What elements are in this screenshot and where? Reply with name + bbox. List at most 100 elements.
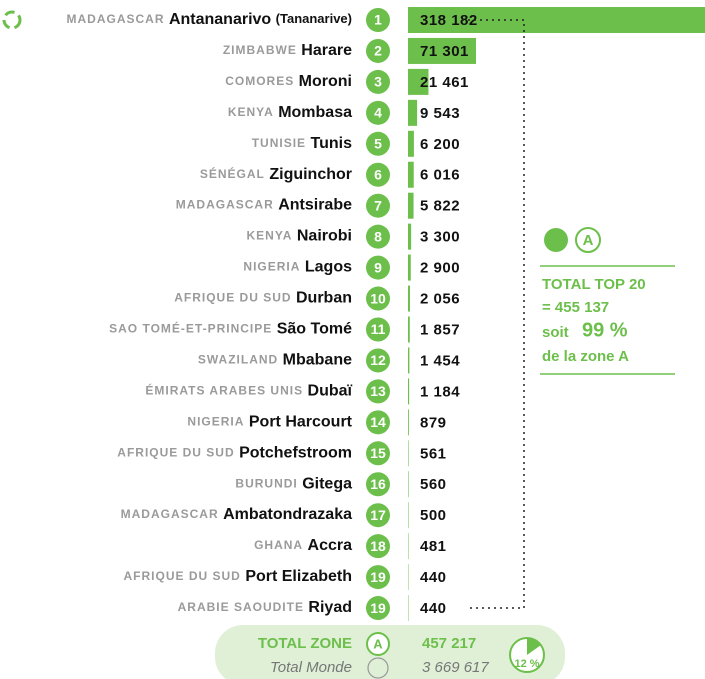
sidebar-line: TOTAL TOP 20: [542, 276, 646, 293]
city: Mbabane: [283, 352, 352, 369]
bar: [408, 192, 414, 219]
country: SAO TOMÉ-ET-PRINCIPE: [109, 321, 272, 336]
rank-badge: [366, 534, 390, 559]
share-slice: [527, 637, 541, 655]
city: Nairobi: [297, 228, 352, 245]
value-label: 561: [420, 445, 447, 462]
rank-badge: [366, 69, 390, 94]
footer-pill: [215, 625, 565, 679]
rank-badge: [366, 255, 390, 280]
rank-badge: [366, 286, 390, 311]
value-label: 481: [420, 538, 447, 555]
country: AFRIQUE DU SUD: [174, 291, 291, 305]
share-label: 12 %: [514, 658, 539, 670]
row-label: GHANA Accra: [254, 537, 352, 554]
rank-badge: [366, 503, 390, 528]
row-label: SWAZILAND Mbabane: [198, 352, 352, 369]
bar: [408, 223, 412, 250]
zone-badge: [575, 227, 601, 253]
row-label: ZIMBABWE Harare: [223, 42, 352, 59]
rank: 1: [374, 12, 382, 28]
value-label: 440: [420, 569, 447, 586]
rank: 15: [370, 445, 386, 461]
country: NIGERIA: [243, 260, 300, 274]
rank: 13: [370, 383, 386, 399]
zone-badge: [366, 632, 390, 656]
bar: [408, 347, 410, 374]
city: Antsirabe: [278, 197, 352, 214]
zone-letter: A: [583, 232, 594, 249]
bar: [408, 409, 409, 436]
bar: [408, 254, 411, 281]
rank-badge: [366, 38, 390, 63]
bar: [408, 161, 414, 188]
rank-badge: [366, 100, 390, 125]
bar: [408, 378, 410, 405]
row-label: MADAGASCAR Ambatondrazaka: [121, 506, 352, 523]
row-label: AFRIQUE DU SUD Durban: [174, 290, 352, 307]
value-label: 9 543: [420, 105, 460, 122]
country: NIGERIA: [187, 415, 244, 429]
rank-badge: [366, 441, 390, 466]
rank: 18: [370, 538, 386, 554]
rank: 9: [374, 259, 382, 275]
rank: 8: [374, 228, 382, 244]
country: KENYA: [247, 229, 293, 243]
value-label: 5 822: [420, 198, 460, 215]
bar: [408, 7, 705, 33]
city: Potchefstroom: [239, 445, 352, 462]
rank: 16: [370, 476, 386, 492]
rank: 2: [374, 43, 382, 59]
rows: MADAGASCAR Antananarivo (Tananarive) 1 318…: [2, 7, 705, 622]
value-label: 21 461: [420, 74, 469, 91]
row-label: SAO TOMÉ-ET-PRINCIPE São Tomé: [109, 321, 352, 338]
city: Durban: [296, 290, 352, 307]
city: Port Elizabeth: [245, 568, 352, 585]
country: ZIMBABWE: [223, 43, 297, 57]
row-label: MADAGASCAR Antananarivo (Tananarive): [67, 11, 353, 28]
row-label: AFRIQUE DU SUD Port Elizabeth: [124, 568, 352, 585]
row-label: ÉMIRATS ARABES UNIS Dubaï: [145, 383, 352, 400]
row-label: TUNISIE Tunis: [252, 135, 352, 152]
rank-badge: [366, 162, 390, 187]
rank: 3: [374, 74, 382, 90]
world-label: Total Monde: [270, 659, 352, 676]
city: Riyad: [308, 599, 352, 616]
city: Dubaï: [308, 383, 353, 400]
value-label: 1 454: [420, 352, 460, 369]
world-value: 3 669 617: [422, 659, 489, 676]
country: SWAZILAND: [198, 353, 278, 367]
row-label: MADAGASCAR Antsirabe: [176, 197, 352, 214]
country: AFRIQUE DU SUD: [124, 569, 241, 583]
row-label: KENYA Mombasa: [228, 104, 352, 121]
value-label: 6 016: [420, 167, 460, 184]
laurel-icon: [2, 10, 22, 30]
rank: 12: [370, 352, 386, 368]
country: SÉNÉGAL: [200, 166, 265, 181]
city: Ziguinchor: [269, 166, 352, 183]
bar: [408, 316, 410, 343]
country: COMORES: [225, 74, 294, 88]
city: Tunis: [311, 135, 353, 152]
rank: 14: [370, 414, 386, 430]
city: Lagos: [305, 259, 352, 276]
bar: [408, 37, 476, 64]
country: TUNISIE: [252, 136, 306, 150]
city: Antananarivo: [169, 11, 271, 28]
sidebar-percent: 99 %: [582, 319, 628, 341]
value-label: 879: [420, 414, 447, 431]
rank: 6: [374, 166, 382, 182]
footer-label: TOTAL ZONE: [258, 635, 352, 652]
value-label: 6 200: [420, 136, 460, 153]
row-label: NIGERIA Lagos: [243, 259, 352, 276]
row-label: KENYA Nairobi: [247, 228, 352, 245]
bar: [408, 130, 414, 157]
country: MADAGASCAR: [176, 198, 274, 212]
rank-badge: [366, 131, 390, 156]
country: GHANA: [254, 538, 303, 552]
value-label: 1 857: [420, 321, 460, 338]
country: AFRIQUE DU SUD: [117, 445, 234, 459]
country: ARABIE SAOUDITE: [178, 600, 304, 614]
value-label: 500: [420, 507, 447, 524]
